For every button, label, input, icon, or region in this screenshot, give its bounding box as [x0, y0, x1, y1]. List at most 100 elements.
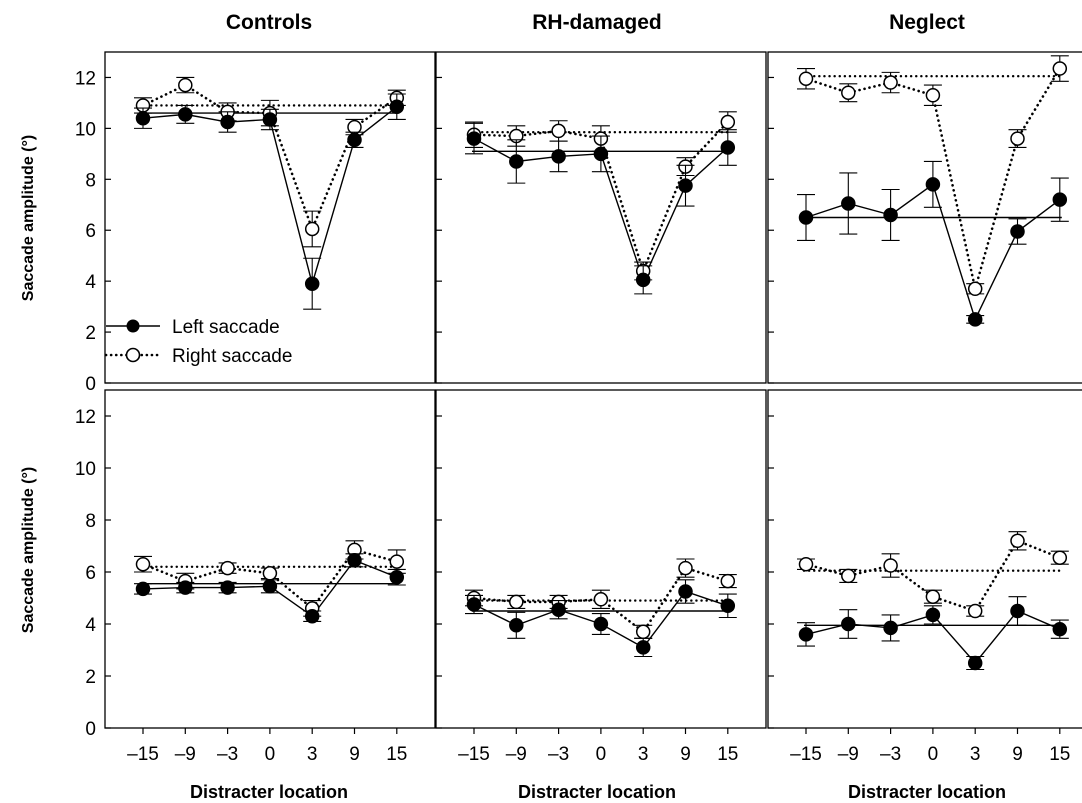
- panel-controls-top: 0 2 4 6 8 10 12: [75, 51, 436, 395]
- left-saccade-point: [883, 207, 898, 223]
- column-title-controls: Controls: [226, 11, 312, 34]
- left-saccade-point: [678, 178, 693, 193]
- y-tick-label: 10: [75, 119, 96, 140]
- left-saccade-point: [883, 620, 898, 636]
- x-tick-label: –9: [838, 744, 859, 765]
- left-saccade-point: [1010, 224, 1025, 239]
- left-saccade-point: [798, 210, 814, 225]
- x-tick-label: 9: [680, 744, 691, 765]
- right-saccade-point: [1052, 550, 1068, 565]
- left-saccade-point: [178, 580, 193, 595]
- left-saccade-point: [967, 655, 983, 671]
- left-saccade-point: [220, 580, 235, 595]
- legend-left-marker: [126, 319, 140, 333]
- right-saccade-point: [593, 592, 609, 607]
- x-tick-label: 9: [1012, 744, 1023, 765]
- y-axis-label-bottom: Saccade amplitude (°): [20, 467, 37, 633]
- x-tick-label: 3: [970, 744, 981, 765]
- y-tick-label: 4: [85, 272, 96, 293]
- left-saccade-point: [925, 607, 941, 623]
- left-saccade-line: [142, 106, 398, 287]
- left-saccade-point: [593, 616, 609, 632]
- right-saccade-point: [967, 281, 983, 297]
- y-tick-label: 12: [75, 407, 96, 428]
- left-saccade-point: [178, 107, 193, 122]
- legend-right-label: Right saccade: [172, 346, 292, 367]
- panel-rh-damaged-top: [435, 51, 767, 384]
- x-tick-label: 3: [307, 744, 318, 765]
- left-saccade-point: [347, 132, 362, 148]
- left-saccade-point: [1010, 603, 1025, 619]
- y-tick-label: 6: [85, 563, 96, 584]
- legend: Left saccade Right saccade: [104, 317, 292, 367]
- x-tick-label: 0: [265, 744, 276, 765]
- right-saccade-point: [967, 603, 983, 619]
- right-saccade-point: [841, 568, 856, 584]
- x-tick-label: –3: [880, 744, 901, 765]
- left-saccade-point: [967, 312, 983, 327]
- y-tick-label: 6: [85, 221, 96, 242]
- right-saccade-point: [798, 556, 814, 572]
- x-tick-label: 15: [1049, 744, 1070, 765]
- left-saccade-point: [720, 140, 736, 155]
- left-saccade-point: [841, 196, 856, 211]
- x-axis-label-controls: Distracter location: [190, 782, 348, 802]
- panel-controls-bottom: 0 2 4 6 8 10 12 –15 –9 –3 0 3 9 15: [75, 389, 436, 765]
- x-tick-label: 15: [386, 744, 407, 765]
- left-saccade-point: [678, 584, 693, 599]
- right-saccade-point: [798, 71, 814, 86]
- left-saccade-point: [593, 146, 609, 162]
- panel-frame: [435, 389, 767, 729]
- left-saccade-point: [841, 616, 856, 632]
- x-tick-label: –9: [506, 744, 527, 765]
- right-saccade-point: [178, 77, 193, 93]
- y-axis-label-top: Saccade amplitude (°): [20, 135, 37, 301]
- y-tick-label: 4: [85, 615, 96, 636]
- right-saccade-point: [720, 114, 736, 130]
- y-tick-label: 10: [75, 459, 96, 480]
- column-title-neglect: Neglect: [889, 11, 965, 34]
- left-saccade-point: [135, 110, 151, 126]
- left-saccade-point: [304, 608, 320, 624]
- right-saccade-point: [883, 75, 898, 90]
- x-tick-label: –15: [127, 744, 159, 765]
- right-saccade-point: [509, 594, 524, 610]
- left-saccade-point: [466, 131, 482, 146]
- y-tick-label: 0: [85, 374, 96, 395]
- left-saccade-point: [509, 154, 524, 169]
- left-saccade-point: [347, 553, 362, 568]
- right-saccade-point: [135, 556, 151, 572]
- panel-frame: [767, 51, 1082, 384]
- right-saccade-point: [304, 221, 320, 237]
- left-saccade-point: [220, 114, 235, 130]
- left-saccade-point: [925, 177, 941, 192]
- right-saccade-point: [1052, 61, 1068, 76]
- left-saccade-point: [466, 597, 482, 612]
- right-saccade-point: [841, 85, 856, 100]
- x-tick-label: 3: [638, 744, 649, 765]
- left-saccade-point: [551, 602, 566, 617]
- panel-neglect-bottom: –15 –9 –3 0 3 9 15: [767, 389, 1082, 765]
- x-tick-label: 0: [928, 744, 939, 765]
- right-saccade-point: [925, 589, 941, 604]
- left-saccade-point: [1052, 192, 1068, 207]
- x-tick-label: –9: [175, 744, 196, 765]
- left-saccade-point: [551, 149, 566, 164]
- x-tick-label: 0: [596, 744, 607, 765]
- y-tick-label: 0: [85, 719, 96, 740]
- right-saccade-point: [678, 560, 693, 576]
- panel-frame: [104, 51, 436, 384]
- x-tick-label: 15: [717, 744, 738, 765]
- x-tick-label: 9: [349, 744, 360, 765]
- left-saccade-point: [1052, 621, 1068, 637]
- left-saccade-point: [798, 627, 814, 642]
- left-saccade-point: [509, 618, 524, 633]
- legend-right-marker: [125, 347, 141, 363]
- right-saccade-point: [1010, 533, 1025, 549]
- left-saccade-point: [389, 99, 405, 114]
- left-saccade-point: [389, 569, 405, 585]
- y-tick-label: 8: [85, 170, 96, 191]
- left-saccade-point: [304, 276, 320, 291]
- x-tick-label: –15: [458, 744, 490, 765]
